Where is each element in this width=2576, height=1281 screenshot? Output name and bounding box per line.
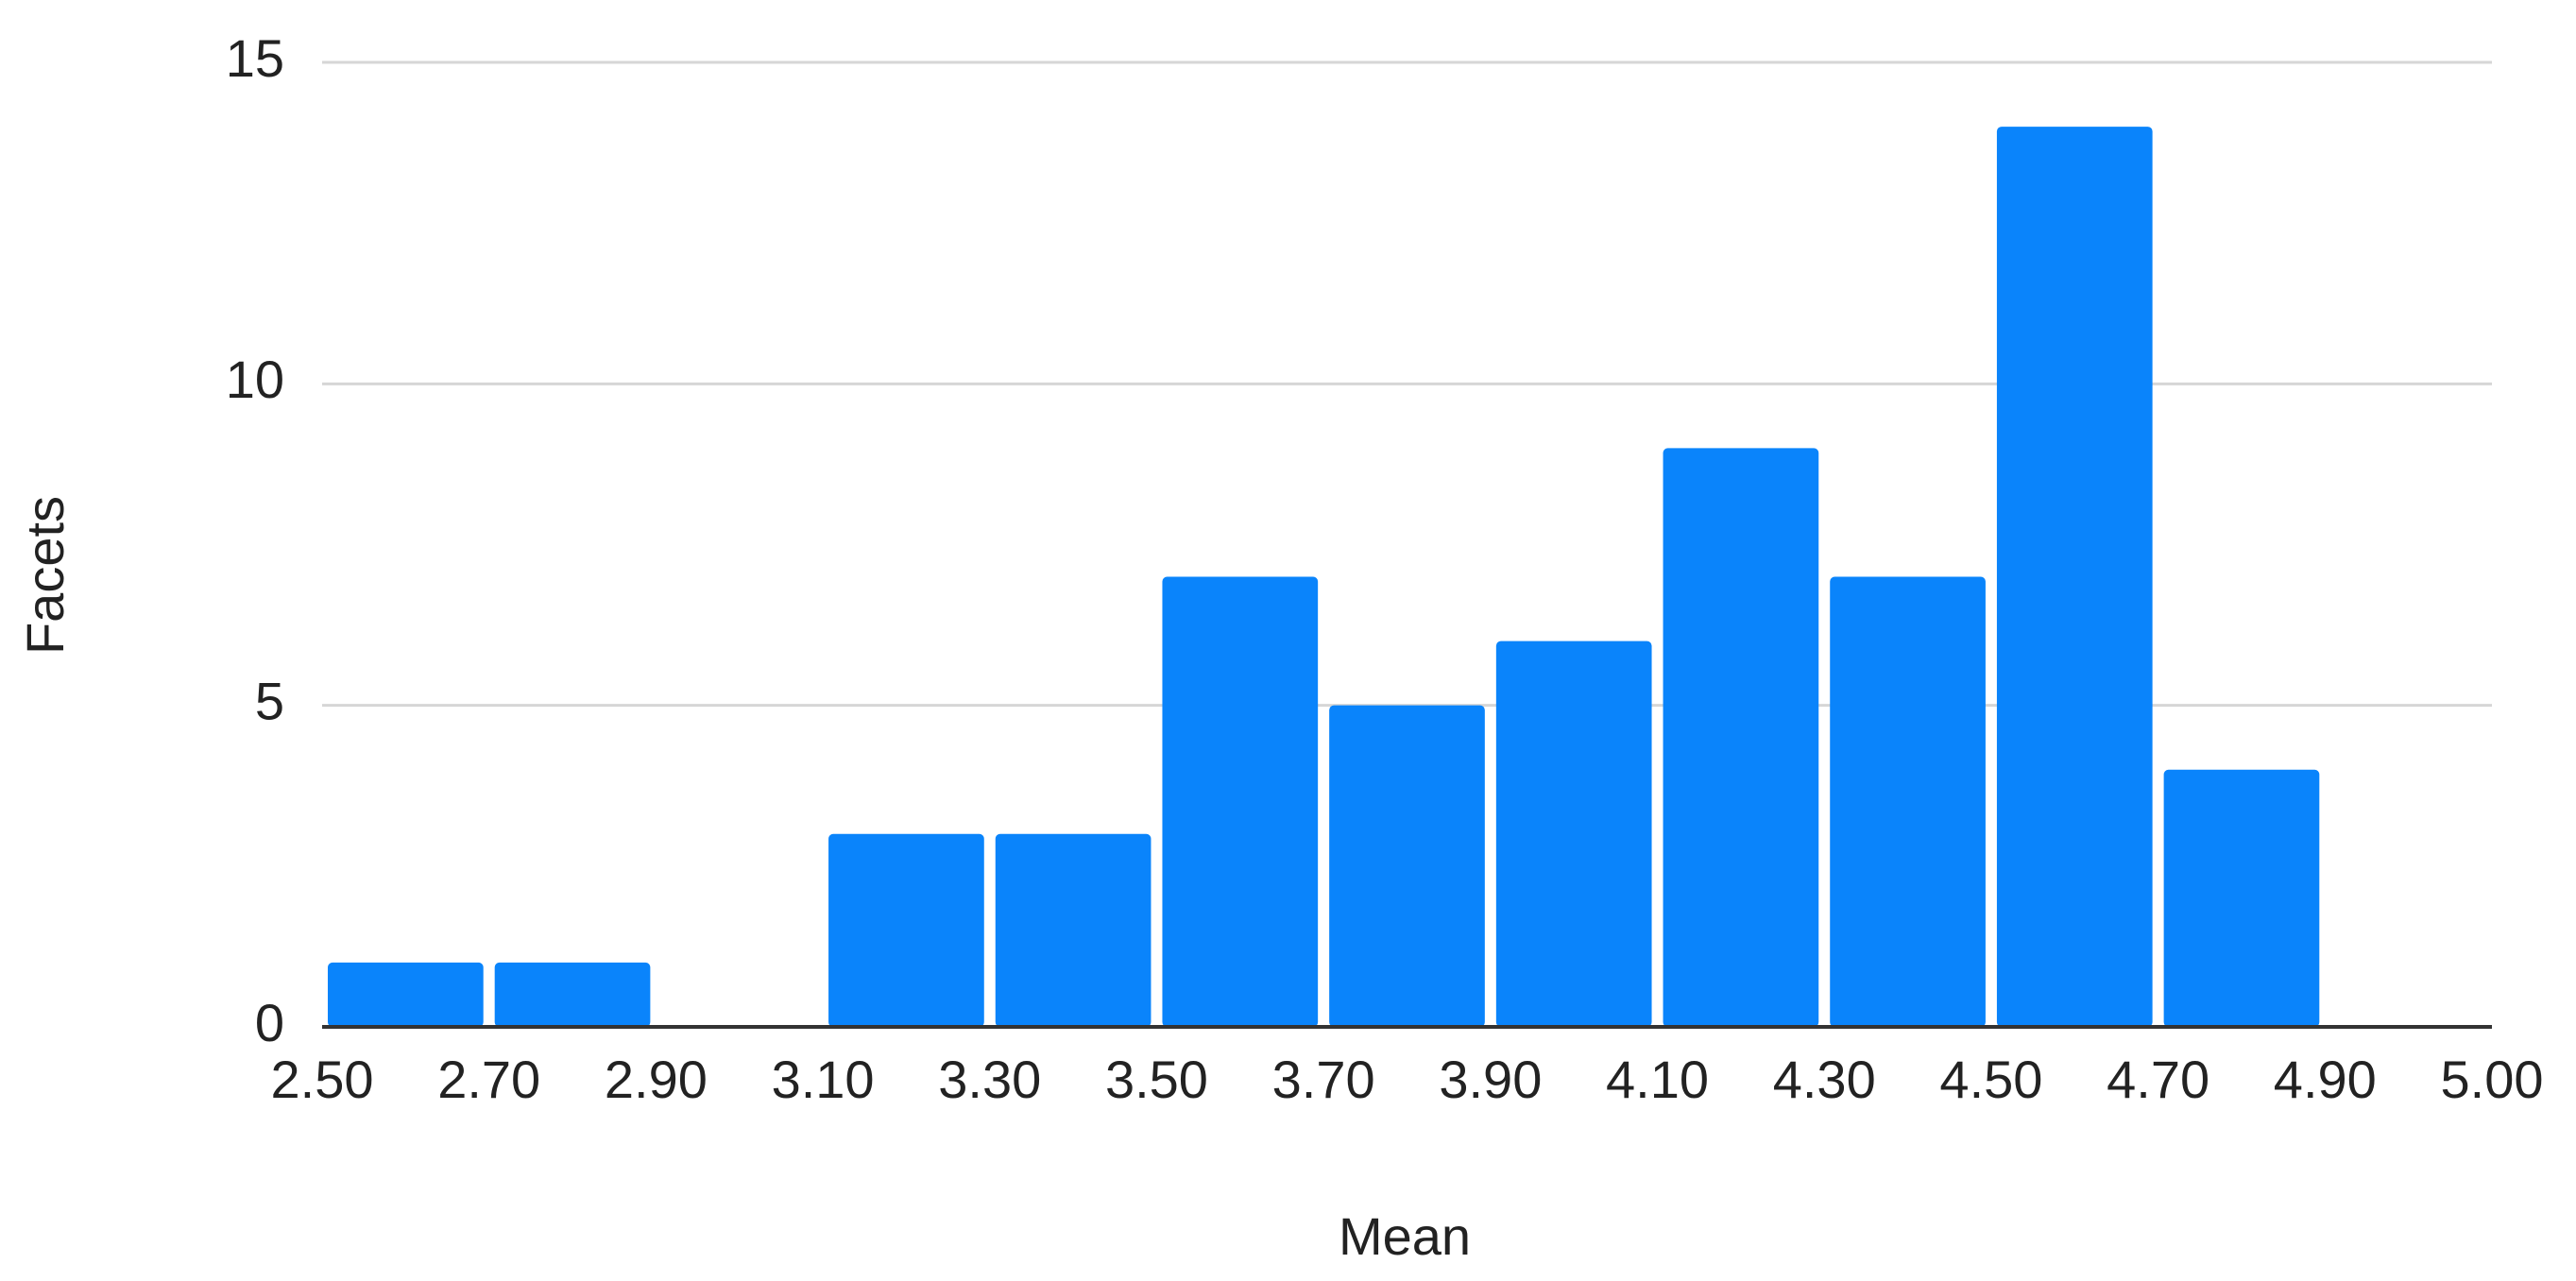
x-tick-label: 2.70 [437,1050,540,1109]
bar [1996,127,2153,1028]
x-tick-label: 3.90 [1439,1050,1542,1109]
bar [1830,576,1986,1027]
x-tick-label: 4.30 [1773,1050,1876,1109]
x-axis-label: Mean [1339,1206,1471,1266]
y-tick-label: 10 [226,350,284,409]
y-axis-label: Facets [15,496,75,655]
bar [1495,640,1652,1027]
bar [995,833,1152,1027]
bar [494,962,651,1027]
y-tick-label: 15 [226,28,284,88]
x-tick-label: 2.90 [605,1050,708,1109]
bar [828,833,984,1027]
x-tick-label: 3.30 [938,1050,1041,1109]
x-tick-label: 3.10 [772,1050,875,1109]
x-tick-label: 4.90 [2274,1050,2377,1109]
bar [1162,576,1319,1027]
x-tick-label: 4.10 [1606,1050,1709,1109]
x-tick-label: 3.70 [1272,1050,1375,1109]
bar [1329,705,1485,1027]
x-tick-label: 5.00 [2441,1050,2544,1109]
y-tick-label: 0 [255,993,284,1052]
bar [1663,448,1819,1027]
x-tick-label: 3.50 [1105,1050,1208,1109]
x-tick-label: 2.50 [271,1050,374,1109]
bar [328,962,484,1027]
y-tick-label: 5 [255,671,284,730]
x-tick-label: 4.50 [1939,1050,2042,1109]
x-tick-label: 4.70 [2107,1050,2209,1109]
bar [2163,769,2320,1027]
